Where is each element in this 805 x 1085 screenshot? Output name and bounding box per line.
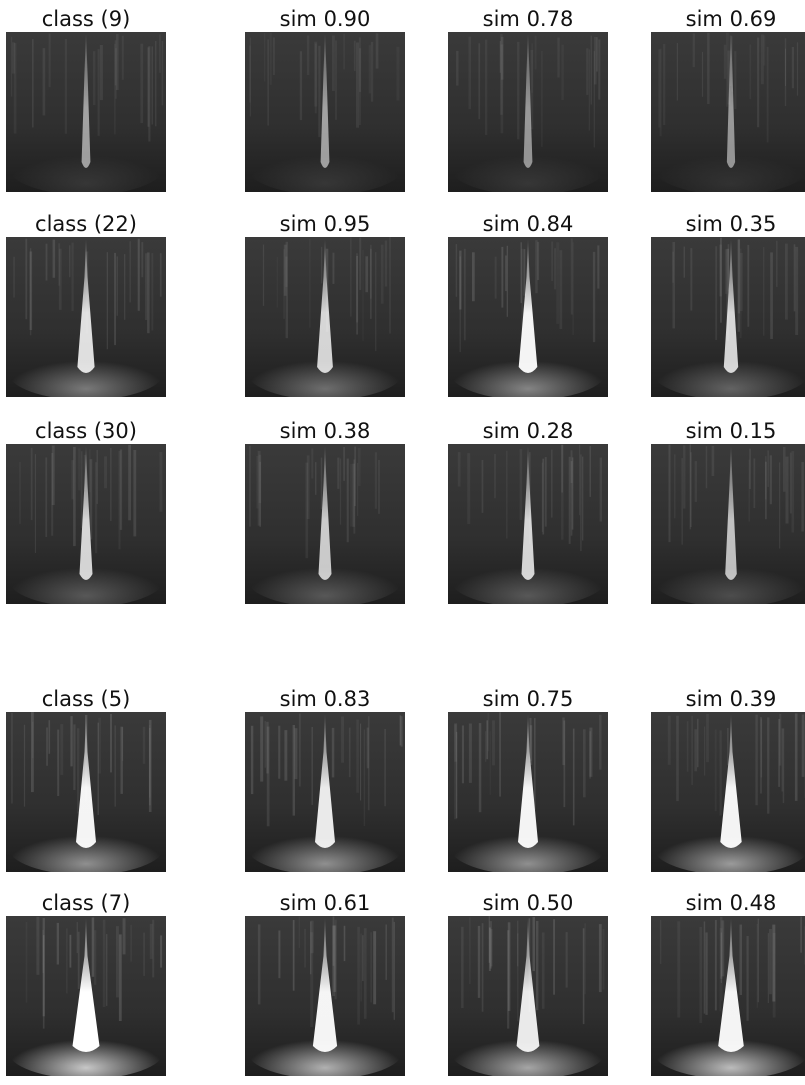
similarity-label: sim 0.75: [482, 687, 574, 711]
similarity-label: sim 0.39: [685, 687, 777, 711]
similarity-label: sim 0.48: [685, 891, 777, 915]
match-spectrogram-image: [651, 32, 805, 192]
query-class-label: class (5): [41, 687, 131, 711]
match-spectrogram-image: [448, 237, 608, 397]
query-spectrogram-image: [6, 444, 166, 604]
match-cell: sim 0.28: [443, 418, 613, 604]
query-spectrogram-image: [6, 712, 166, 872]
query-spectrogram-image: [6, 916, 166, 1076]
query-class-label: class (9): [41, 7, 131, 31]
match-spectrogram-image: [245, 444, 405, 604]
match-spectrogram-image: [245, 237, 405, 397]
query-spectrogram-image: [6, 32, 166, 192]
match-cell: sim 0.90: [240, 6, 410, 192]
similarity-label: sim 0.50: [482, 891, 574, 915]
match-cell: sim 0.69: [646, 6, 805, 192]
query-class-label: class (7): [41, 891, 131, 915]
similarity-label: sim 0.38: [279, 419, 371, 443]
match-spectrogram-image: [651, 916, 805, 1076]
similarity-label: sim 0.15: [685, 419, 777, 443]
similarity-label: sim 0.83: [279, 687, 371, 711]
similarity-label: sim 0.84: [482, 212, 574, 236]
match-spectrogram-image: [245, 916, 405, 1076]
similarity-label: sim 0.78: [482, 7, 574, 31]
match-spectrogram-image: [448, 712, 608, 872]
query-spectrogram-image: [6, 237, 166, 397]
match-cell: sim 0.95: [240, 211, 410, 397]
match-spectrogram-image: [651, 712, 805, 872]
query-cell: class (30): [1, 418, 171, 604]
similarity-label: sim 0.35: [685, 212, 777, 236]
query-cell: class (22): [1, 211, 171, 397]
match-spectrogram-image: [245, 712, 405, 872]
match-cell: sim 0.61: [240, 890, 410, 1076]
similarity-label: sim 0.28: [482, 419, 574, 443]
match-spectrogram-image: [448, 32, 608, 192]
match-cell: sim 0.15: [646, 418, 805, 604]
match-cell: sim 0.38: [240, 418, 410, 604]
match-spectrogram-image: [245, 32, 405, 192]
similarity-label: sim 0.61: [279, 891, 371, 915]
match-cell: sim 0.78: [443, 6, 613, 192]
match-spectrogram-image: [651, 444, 805, 604]
query-cell: class (7): [1, 890, 171, 1076]
similarity-label: sim 0.69: [685, 7, 777, 31]
match-spectrogram-image: [448, 916, 608, 1076]
match-cell: sim 0.83: [240, 686, 410, 872]
query-cell: class (9): [1, 6, 171, 192]
query-class-label: class (22): [35, 212, 137, 236]
similarity-label: sim 0.95: [279, 212, 371, 236]
match-cell: sim 0.35: [646, 211, 805, 397]
match-cell: sim 0.39: [646, 686, 805, 872]
query-cell: class (5): [1, 686, 171, 872]
query-class-label: class (30): [35, 419, 137, 443]
match-spectrogram-image: [651, 237, 805, 397]
match-cell: sim 0.50: [443, 890, 613, 1076]
match-cell: sim 0.84: [443, 211, 613, 397]
match-spectrogram-image: [448, 444, 608, 604]
match-cell: sim 0.48: [646, 890, 805, 1076]
similarity-label: sim 0.90: [279, 7, 371, 31]
match-cell: sim 0.75: [443, 686, 613, 872]
